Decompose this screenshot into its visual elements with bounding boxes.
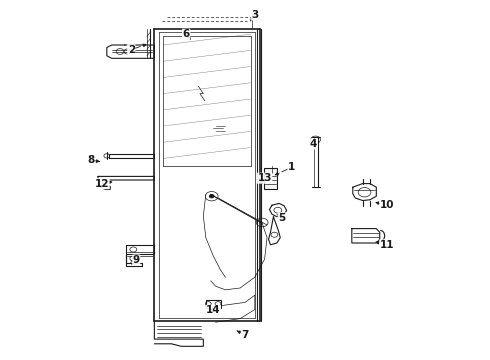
- Text: 12: 12: [95, 179, 109, 189]
- Text: 9: 9: [133, 255, 140, 265]
- Text: 10: 10: [380, 200, 394, 210]
- Text: 5: 5: [278, 213, 285, 223]
- Text: 2: 2: [128, 45, 135, 55]
- Bar: [264, 168, 277, 189]
- Text: 4: 4: [310, 139, 318, 149]
- Circle shape: [209, 194, 214, 198]
- Bar: [206, 300, 220, 308]
- Text: 7: 7: [241, 330, 249, 340]
- Text: 14: 14: [206, 305, 220, 315]
- Text: 11: 11: [380, 240, 394, 250]
- Text: 3: 3: [251, 10, 258, 20]
- Text: 6: 6: [183, 29, 190, 39]
- Text: 13: 13: [257, 173, 272, 183]
- Text: 1: 1: [288, 162, 295, 172]
- Text: 8: 8: [87, 155, 94, 165]
